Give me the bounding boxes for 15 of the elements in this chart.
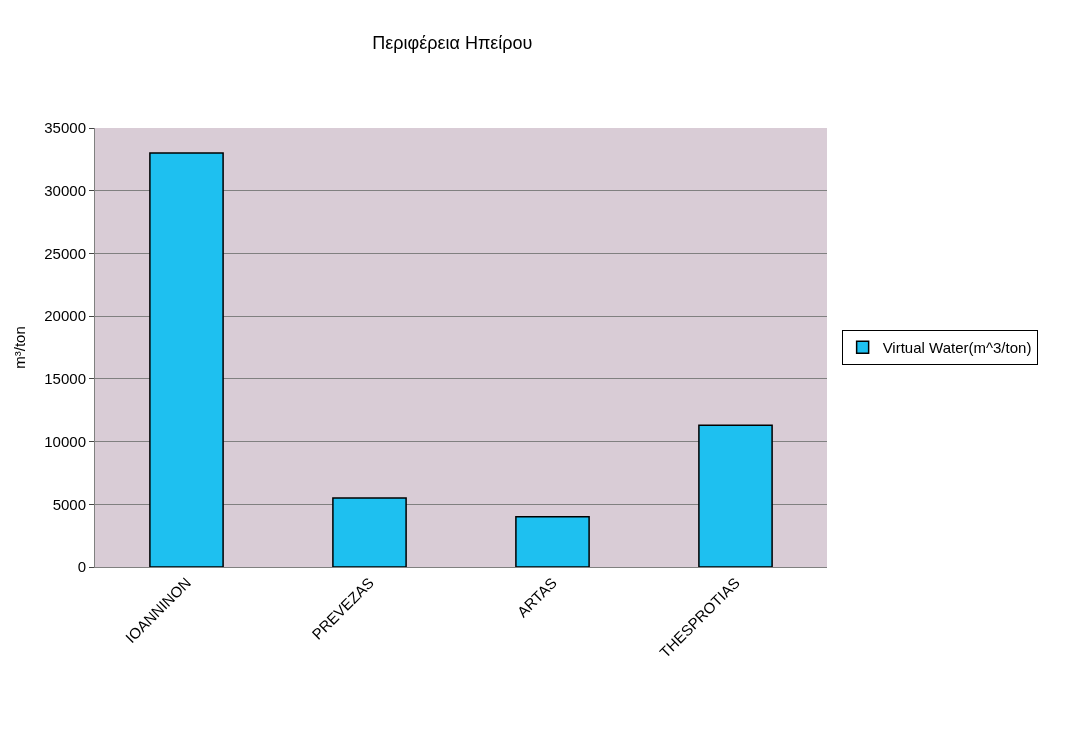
y-tick-label: 20000 [44, 307, 86, 325]
y-tick-label: 30000 [44, 181, 86, 199]
y-tick-label: 10000 [44, 432, 86, 450]
y-tick-label: 25000 [44, 244, 86, 262]
y-tick-label: 5000 [52, 495, 86, 513]
bar [515, 516, 590, 567]
bar [698, 424, 773, 567]
legend-label: Virtual Water(m^3/ton) [882, 339, 1032, 357]
y-axis-title: m³/ton [10, 326, 28, 369]
y-tick-label: 15000 [44, 370, 86, 388]
y-tick-label: 35000 [44, 119, 86, 137]
bar [149, 152, 224, 567]
y-tick-label: 0 [77, 558, 86, 576]
chart-title: Περιφέρεια Ηπείρου [372, 33, 533, 54]
bar [332, 497, 407, 567]
